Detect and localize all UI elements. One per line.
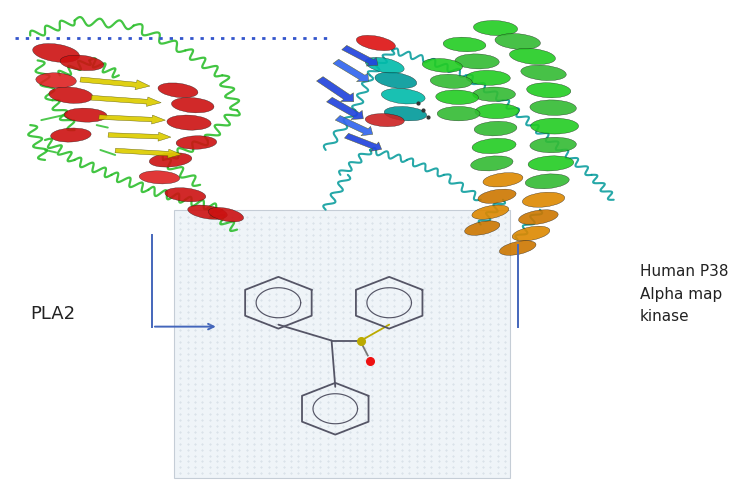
Text: Human P38
Alpha map
kinase: Human P38 Alpha map kinase: [640, 264, 728, 324]
Ellipse shape: [478, 189, 516, 204]
Ellipse shape: [525, 174, 569, 189]
Polygon shape: [344, 133, 382, 151]
Polygon shape: [108, 132, 171, 141]
Ellipse shape: [140, 171, 180, 184]
Ellipse shape: [500, 241, 536, 255]
Ellipse shape: [437, 106, 480, 121]
Ellipse shape: [60, 55, 104, 71]
Ellipse shape: [471, 156, 513, 171]
Ellipse shape: [375, 72, 417, 88]
Ellipse shape: [530, 100, 577, 115]
Ellipse shape: [356, 35, 395, 51]
Text: PLA2: PLA2: [30, 305, 75, 323]
Ellipse shape: [528, 156, 574, 171]
Polygon shape: [335, 115, 373, 136]
Ellipse shape: [176, 136, 217, 149]
Ellipse shape: [443, 37, 486, 52]
Ellipse shape: [188, 205, 227, 220]
Ellipse shape: [509, 48, 556, 64]
Ellipse shape: [158, 83, 198, 98]
Ellipse shape: [64, 108, 107, 122]
Ellipse shape: [495, 33, 541, 49]
Ellipse shape: [472, 87, 515, 101]
Ellipse shape: [172, 97, 214, 113]
Ellipse shape: [381, 88, 425, 104]
Ellipse shape: [518, 210, 558, 225]
Ellipse shape: [36, 73, 76, 88]
Ellipse shape: [167, 115, 211, 130]
Polygon shape: [316, 77, 354, 102]
Polygon shape: [115, 148, 182, 158]
Ellipse shape: [512, 226, 550, 241]
Bar: [174, 210, 510, 479]
Ellipse shape: [49, 87, 93, 103]
Ellipse shape: [472, 138, 516, 154]
Polygon shape: [80, 77, 150, 90]
Ellipse shape: [149, 153, 192, 167]
Ellipse shape: [472, 205, 509, 220]
Ellipse shape: [464, 221, 500, 236]
Ellipse shape: [365, 57, 404, 73]
Polygon shape: [99, 115, 165, 124]
Ellipse shape: [531, 118, 579, 134]
Polygon shape: [91, 95, 161, 106]
Ellipse shape: [422, 58, 463, 72]
Ellipse shape: [526, 83, 571, 98]
Ellipse shape: [436, 90, 478, 104]
Polygon shape: [326, 97, 363, 119]
Ellipse shape: [384, 106, 427, 121]
Ellipse shape: [520, 65, 566, 80]
Ellipse shape: [530, 137, 577, 153]
Ellipse shape: [474, 121, 517, 136]
Ellipse shape: [473, 20, 518, 35]
Ellipse shape: [455, 54, 500, 69]
Polygon shape: [333, 59, 369, 82]
Ellipse shape: [33, 43, 80, 62]
Ellipse shape: [523, 192, 565, 207]
Ellipse shape: [209, 208, 244, 222]
Ellipse shape: [165, 188, 206, 202]
Ellipse shape: [483, 173, 523, 187]
Ellipse shape: [430, 74, 472, 88]
Ellipse shape: [365, 114, 404, 127]
Ellipse shape: [50, 128, 91, 142]
Ellipse shape: [475, 104, 519, 119]
Polygon shape: [342, 45, 378, 66]
Ellipse shape: [466, 70, 510, 85]
